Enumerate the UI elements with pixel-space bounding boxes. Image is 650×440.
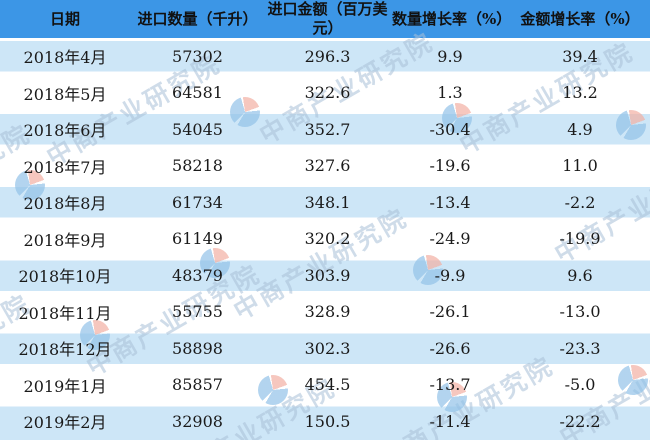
cell-volume: 61149 — [172, 229, 223, 249]
cell-amount-growth: -5.0 — [564, 375, 596, 395]
table-body: 2018年4月 57302 296.3 9.9 39.4 2018年5月 64581 322.… — [0, 38, 650, 440]
cell-amount: 296.3 — [304, 46, 351, 66]
col-header-volume-growth: 数量增长率（%） — [392, 9, 512, 28]
cell-amount: 327.6 — [304, 156, 351, 176]
table-row: 2018年9月 61149 320.2 -24.9 -19.9 — [0, 221, 650, 258]
cell-amount-growth: 13.2 — [562, 83, 598, 103]
table-row: 2018年8月 61734 348.1 -13.4 -2.2 — [0, 184, 650, 221]
table-row: 2018年5月 64581 322.6 1.3 13.2 — [0, 75, 650, 112]
col-header-amount-growth: 金额增长率（%） — [520, 9, 640, 28]
cell-date: 2018年12月 — [18, 340, 112, 360]
cell-volume-growth: -26.1 — [429, 302, 471, 322]
cell-amount: 302.3 — [304, 338, 351, 358]
cell-volume: 64581 — [172, 83, 223, 103]
cell-volume-growth: -11.4 — [429, 411, 471, 431]
cell-volume-growth: -13.7 — [429, 375, 471, 395]
cell-date: 2018年7月 — [23, 157, 107, 177]
cell-volume: 58898 — [172, 338, 223, 358]
cell-amount: 348.1 — [304, 192, 351, 212]
cell-volume: 55755 — [172, 302, 223, 322]
cell-volume-growth: -26.6 — [429, 338, 471, 358]
cell-date: 2018年5月 — [23, 84, 107, 104]
cell-volume: 32908 — [172, 411, 223, 431]
cell-volume-growth: 1.3 — [437, 83, 463, 103]
cell-amount-growth: 39.4 — [562, 46, 598, 66]
cell-amount: 322.6 — [304, 83, 351, 103]
cell-amount-growth: -2.2 — [564, 192, 596, 212]
cell-date: 2018年8月 — [23, 194, 107, 214]
cell-amount-growth: -13.0 — [559, 302, 601, 322]
col-header-amount: 进口金额（百万美元） — [267, 0, 388, 37]
cell-volume-growth: -24.9 — [429, 229, 471, 249]
table-row: 2018年7月 58218 327.6 -19.6 11.0 — [0, 148, 650, 185]
cell-amount: 150.5 — [304, 411, 351, 431]
cell-amount: 320.2 — [304, 229, 351, 249]
cell-amount-growth: 9.6 — [567, 265, 593, 285]
cell-amount: 352.7 — [304, 119, 351, 139]
cell-volume: 54045 — [172, 119, 223, 139]
cell-volume-growth: -19.6 — [429, 156, 471, 176]
table-row: 2018年10月 48379 303.9 -9.9 9.6 — [0, 257, 650, 294]
cell-amount-growth: -19.9 — [559, 229, 601, 249]
cell-amount: 303.9 — [304, 265, 351, 285]
table-row: 2018年4月 57302 296.3 9.9 39.4 — [0, 38, 650, 75]
cell-amount-growth: -22.2 — [559, 411, 601, 431]
table-row: 2018年12月 58898 302.3 -26.6 -23.3 — [0, 330, 650, 367]
cell-date: 2018年6月 — [23, 121, 107, 141]
cell-date: 2018年11月 — [18, 303, 112, 323]
table-row: 2018年6月 54045 352.7 -30.4 4.9 — [0, 111, 650, 148]
cell-date: 2019年1月 — [23, 376, 107, 396]
cell-volume: 61734 — [172, 192, 223, 212]
table-row: 2018年11月 55755 328.9 -26.1 -13.0 — [0, 294, 650, 331]
cell-amount-growth: -23.3 — [559, 338, 601, 358]
cell-volume: 58218 — [172, 156, 223, 176]
cell-volume-growth: 9.9 — [437, 46, 463, 66]
col-header-date: 日期 — [49, 9, 80, 28]
cell-date: 2018年10月 — [18, 267, 112, 287]
cell-volume-growth: -30.4 — [429, 119, 471, 139]
table-row: 2019年2月 32908 150.5 -11.4 -22.2 — [0, 403, 650, 440]
cell-volume: 48379 — [172, 265, 223, 285]
cell-date: 2018年4月 — [23, 48, 107, 68]
cell-volume-growth: -13.4 — [429, 192, 471, 212]
cell-volume-growth: -9.9 — [434, 265, 466, 285]
cell-date: 2018年9月 — [23, 230, 107, 250]
cell-date: 2019年2月 — [23, 413, 107, 433]
header-row: 日期 进口数量（千升） 进口金额（百万美元） 数量增长率（%） 金额增长率（%） — [0, 0, 650, 38]
cell-volume: 57302 — [172, 46, 223, 66]
table-row: 2019年1月 85857 454.5 -13.7 -5.0 — [0, 367, 650, 404]
col-header-volume: 进口数量（千升） — [137, 9, 258, 28]
cell-amount-growth: 11.0 — [562, 156, 598, 176]
cell-amount: 454.5 — [304, 375, 351, 395]
cell-amount-growth: 4.9 — [567, 119, 593, 139]
cell-volume: 85857 — [172, 375, 223, 395]
table-header: 日期 进口数量（千升） 进口金额（百万美元） 数量增长率（%） 金额增长率（%） — [0, 0, 650, 38]
cell-amount: 328.9 — [304, 302, 351, 322]
